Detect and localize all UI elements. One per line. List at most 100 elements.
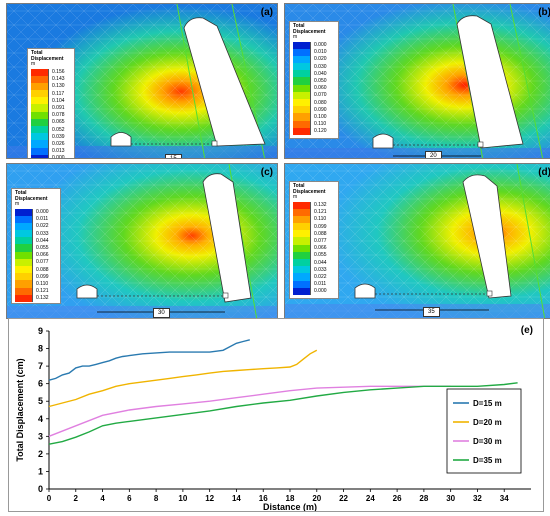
legend-value: 0.011	[36, 216, 49, 223]
legend-entry: 0.070	[293, 91, 335, 99]
y-tick-label: 2	[38, 449, 43, 459]
legend-value: 0.022	[36, 223, 49, 230]
legend-value: 0.011	[314, 281, 327, 288]
legend-entry: 0.039	[31, 133, 71, 141]
legend-rows-d: 0.132 0.121 0.110 0.099 0.088 0.077 0.066 0.055…	[293, 201, 335, 295]
legend-title-c: Total Displacement	[15, 190, 48, 202]
legend-swatch	[293, 259, 311, 267]
legend-unit-d: m	[293, 194, 298, 200]
x-tick-label: 20	[312, 494, 321, 503]
legend-entry: 0.156	[31, 68, 71, 76]
y-axis-label: Total Displacement (cm)	[15, 358, 25, 461]
legend-swatch	[15, 237, 33, 245]
x-tick-label: 28	[419, 494, 428, 503]
legend-entry: 0.099	[15, 273, 57, 281]
legend-swatch	[15, 294, 33, 302]
legend-swatch	[293, 106, 311, 114]
legend-entry: 0.099	[293, 223, 335, 231]
panel-a: (a) Total Displacement m 0.156 0.143 0.130…	[6, 3, 278, 159]
legend-entry: 0.117	[31, 90, 71, 98]
x-tick-label: 0	[47, 494, 52, 503]
legend-entry: 0.000	[15, 208, 57, 216]
panel-letter-a: (a)	[260, 7, 273, 18]
series-line	[48, 385, 451, 437]
legend-value: 0.143	[52, 76, 65, 83]
legend-value: 0.121	[314, 209, 327, 216]
legend-value: 0.100	[314, 113, 327, 120]
line-chart-e: 0 2 4 6 8 10 12 14 16 18 20 22 24 26 28 30 32 34 0 1 2 3 4 5 6 7 8…	[8, 318, 544, 512]
panel-letter-d: (d)	[538, 167, 550, 178]
legend-entry: 0.143	[31, 75, 71, 83]
legend-swatch	[293, 287, 311, 295]
legend-entry: 0.030	[293, 63, 335, 71]
legend-value: 0.030	[314, 63, 327, 70]
legend-rows-b: 0.000 0.010 0.020 0.030 0.040 0.050 0.060 0.070…	[293, 41, 335, 135]
legend-swatch	[15, 208, 33, 216]
y-tick-label: 4	[38, 414, 43, 424]
legend-swatch	[293, 91, 311, 99]
legend-entry: 0.044	[15, 237, 57, 245]
legend-swatch	[15, 280, 33, 288]
legend-swatch	[293, 113, 311, 121]
legend-entry: 0.065	[31, 118, 71, 126]
legend-swatch	[15, 258, 33, 266]
legend-swatch	[293, 77, 311, 85]
legend-entry: 0.052	[31, 126, 71, 134]
panel-c: (c) Total Displacement m 0.000 0.011 0.022…	[6, 163, 278, 319]
x-tick-label: 30	[446, 494, 455, 503]
legend-entry: 0.000	[293, 287, 335, 295]
legend-swatch	[293, 251, 311, 259]
x-tick-label: 14	[232, 494, 241, 503]
legend-swatch	[293, 99, 311, 107]
legend-entry: 0.040	[293, 70, 335, 78]
legend-value: 0.044	[36, 237, 49, 244]
panel-letter-b: (b)	[538, 7, 550, 18]
panel-d: (d) Total Displacement m 0.132 0.121 0.110…	[284, 163, 550, 319]
legend-entry: 0.121	[293, 208, 335, 216]
y-tick-label: 0	[38, 484, 43, 494]
y-tick-label: 5	[38, 396, 43, 406]
legend-label: D=20 m	[473, 418, 502, 427]
legend-entry: 0.120	[293, 127, 335, 135]
legend-value: 0.078	[52, 112, 65, 119]
legend-swatch	[293, 120, 311, 128]
legend-value: 0.120	[314, 128, 327, 135]
legend-swatch	[293, 127, 311, 135]
legend-swatch	[31, 82, 49, 91]
legend-label: D=30 m	[473, 437, 502, 446]
legend-value: 0.110	[314, 216, 327, 223]
legend-entry: 0.077	[293, 237, 335, 245]
legend-value: 0.130	[52, 83, 65, 90]
legend-entry: 0.078	[31, 111, 71, 119]
x-tick-label: 8	[154, 494, 159, 503]
legend-swatch	[293, 230, 311, 238]
legend-value: 0.000	[36, 209, 49, 216]
legend-swatch	[15, 273, 33, 281]
legend-swatch	[293, 84, 311, 92]
legend-value: 0.000	[314, 42, 327, 49]
legend-entry: 0.132	[293, 201, 335, 209]
legend-value: 0.033	[314, 266, 327, 273]
legend-entry: 0.026	[31, 140, 71, 148]
legend-entry: 0.077	[15, 258, 57, 266]
legend-value: 0.066	[314, 245, 327, 252]
x-tick-label: 32	[473, 494, 482, 503]
legend-value: 0.080	[314, 99, 327, 106]
legend-value: 0.040	[314, 70, 327, 77]
legend-entry: 0.033	[15, 230, 57, 238]
legend-entry: 0.130	[31, 82, 71, 91]
legend-value: 0.117	[52, 90, 65, 97]
legend-entry: 0.055	[15, 244, 57, 252]
legend-value: 0.039	[52, 133, 65, 140]
line-chart-svg: 0 2 4 6 8 10 12 14 16 18 20 22 24 26 28 30 32 34012345678…	[15, 325, 533, 512]
legend-value: 0.077	[314, 238, 327, 245]
x-tick-label: 26	[393, 494, 402, 503]
x-tick-label: 10	[178, 494, 187, 503]
distance-label-d: 35	[423, 307, 440, 317]
legend-entry: 0.132	[15, 294, 57, 302]
legend-swatch	[15, 222, 33, 231]
legend-value: 0.033	[36, 230, 49, 237]
legend-value: 0.050	[314, 78, 327, 85]
legend-value: 0.066	[36, 252, 49, 259]
legend-value: 0.060	[314, 85, 327, 92]
